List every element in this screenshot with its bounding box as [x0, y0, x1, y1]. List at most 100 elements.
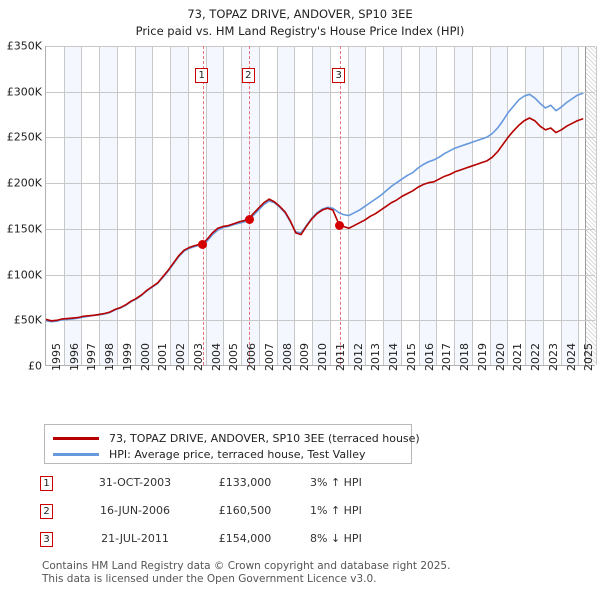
sale-marker-lines [46, 46, 595, 365]
sale-marker-dot[interactable] [244, 214, 254, 224]
sale-marker-badge[interactable]: 1 [195, 68, 209, 83]
sale-marker-dot[interactable] [198, 239, 208, 249]
x-axis-tick-label: 2020 [493, 343, 507, 371]
sale-marker-line [339, 46, 341, 365]
gridline-vertical [507, 46, 509, 365]
footer-line-1: Contains HM Land Registry data © Crown c… [42, 560, 451, 572]
x-axis-tick-label: 2011 [333, 343, 347, 371]
sale-marker-line [249, 46, 251, 365]
chart-title: 73, TOPAZ DRIVE, ANDOVER, SP10 3EE [187, 7, 413, 21]
x-axis-tick-label: 2001 [156, 343, 170, 371]
row-date: 21-JUL-2011 [101, 532, 169, 545]
y-axis-tick-label: £100K [6, 268, 42, 282]
row-date: 16-JUN-2006 [99, 504, 171, 517]
x-axis-tick-label: 2014 [387, 343, 401, 371]
footer-line-2: This data is licensed under the Open Gov… [42, 572, 377, 585]
gridline-vertical [347, 46, 349, 365]
x-axis-tick-label: 1997 [85, 343, 99, 371]
year-band [347, 46, 366, 365]
vertical-gridlines [46, 46, 597, 365]
year-band [418, 46, 437, 365]
gridline-vertical [63, 46, 65, 365]
gridline-vertical [329, 46, 331, 365]
x-axis-tick-label: 2022 [529, 343, 543, 371]
gridline-vertical [560, 46, 562, 365]
x-axis-tick-label: 2019 [475, 343, 489, 371]
row-index-badge: 3 [40, 532, 53, 547]
gridline-horizontal [46, 320, 595, 322]
x-axis-tick-label: 2002 [174, 343, 188, 371]
legend-swatch-property [53, 436, 99, 440]
gridline-vertical [489, 46, 491, 365]
row-hpi-delta: 8% ↓ HPI [310, 532, 362, 545]
sale-marker-dot[interactable] [335, 220, 345, 230]
x-axis-tick-label: 2021 [511, 343, 525, 371]
gridline-horizontal [46, 183, 595, 185]
gridline-vertical [276, 46, 278, 365]
gridline-horizontal [46, 274, 595, 276]
x-axis-tick-label: 2009 [298, 343, 312, 371]
row-price: £160,500 [218, 504, 272, 517]
gridline-vertical [365, 46, 367, 365]
y-axis-tick-label: £350K [6, 39, 42, 53]
x-axis-tick-label: 2012 [351, 343, 365, 371]
x-axis-tick-label: 2023 [546, 343, 560, 371]
legend: 73, TOPAZ DRIVE, ANDOVER, SP10 3EE (terr… [44, 424, 420, 464]
forecast-hatch-band [585, 46, 597, 365]
x-axis-tick-label: 1999 [120, 343, 134, 371]
gridline-vertical [454, 46, 456, 365]
gridline-vertical [99, 46, 101, 365]
row-hpi-delta: 1% ↑ HPI [310, 504, 362, 517]
legend-swatch-hpi [53, 452, 99, 456]
series-line [46, 118, 583, 321]
year-band [489, 46, 508, 365]
gridline-vertical [436, 46, 438, 365]
gridline-horizontal [46, 91, 595, 93]
gridline-vertical [596, 46, 597, 365]
year-band [241, 46, 259, 365]
plot-area [45, 46, 597, 366]
x-axis-tick-label: 1998 [103, 343, 117, 371]
x-axis-tick-label: 2013 [369, 343, 383, 371]
x-axis-tick-label: 2008 [280, 343, 294, 371]
footer: Contains HM Land Registry data © Crown c… [42, 560, 562, 585]
year-band [134, 46, 153, 365]
legend-item-property: 73, TOPAZ DRIVE, ANDOVER, SP10 3EE (terr… [53, 429, 420, 447]
gridline-vertical [241, 46, 243, 365]
y-axis-tick-label: £250K [6, 130, 42, 144]
gridline-vertical [81, 46, 83, 365]
gridline-vertical [418, 46, 420, 365]
gridline-vertical [223, 46, 225, 365]
x-axis-tick-label: 2000 [138, 343, 152, 371]
row-hpi-delta: 3% ↑ HPI [310, 476, 362, 489]
year-band [312, 46, 330, 365]
series-lines [46, 46, 595, 365]
x-axis-tick-label: 2010 [316, 343, 330, 371]
row-price: £154,000 [218, 532, 272, 545]
page-title: 73, TOPAZ DRIVE, ANDOVER, SP10 3EE Price… [0, 6, 600, 40]
y-axis-tick-label: £200K [6, 176, 42, 190]
year-band [99, 46, 117, 365]
gridline-vertical [471, 46, 473, 365]
x-axis-tick-label: 1996 [67, 343, 81, 371]
sale-marker-badge[interactable]: 2 [241, 68, 255, 83]
x-axis-tick-label: 2004 [209, 343, 223, 371]
legend-item-hpi: HPI: Average price, terraced house, Test… [53, 445, 365, 463]
y-axis-tick-label: £150K [6, 222, 42, 236]
sale-marker-line [202, 46, 204, 365]
year-band [525, 46, 543, 365]
sale-marker-dots [46, 46, 595, 365]
x-axis-tick-label: 2005 [227, 343, 241, 371]
y-axis-tick-label: £300K [6, 85, 42, 99]
gridline-vertical [400, 46, 402, 365]
row-index-badge: 2 [40, 504, 53, 519]
sale-marker-badge[interactable]: 3 [332, 68, 346, 83]
row-date: 31-OCT-2003 [98, 476, 172, 489]
series-line [46, 93, 583, 321]
gridline-vertical [383, 46, 385, 365]
x-axis-tick-label: 2015 [404, 343, 418, 371]
gridline-horizontal [46, 228, 595, 230]
gridline-vertical [187, 46, 189, 365]
x-axis-tick-label: 2025 [582, 343, 596, 371]
